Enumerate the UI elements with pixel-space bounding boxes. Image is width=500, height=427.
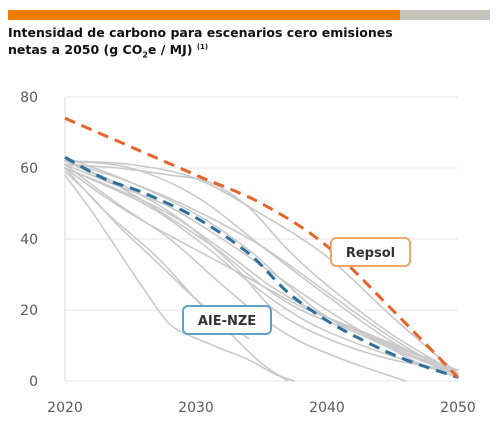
aie-nze-line (64, 155, 459, 379)
scenario-line-1 (64, 160, 459, 375)
chart-title-line2-unit: e / MJ) (147, 42, 193, 58)
header-accent-grey (400, 10, 490, 20)
scenario-line-9 (64, 167, 459, 375)
aie-nze-annotation-label: AIE-NZE (198, 314, 256, 329)
y-tick-label-60: 60 (20, 161, 38, 177)
scenario-line-14 (64, 174, 197, 340)
chart-title-subscript: 2 (142, 50, 148, 60)
y-tick-label-80: 80 (20, 90, 38, 106)
chart-title-footnote: (1) (196, 43, 209, 51)
chart-title-line2-text: netas a 2050 (g CO (8, 42, 143, 58)
x-tick-label-2040: 2040 (309, 400, 345, 416)
y-tick-label-20: 20 (20, 303, 38, 319)
header-accent-orange (8, 10, 400, 20)
header-accent-bar (8, 10, 490, 20)
scenario-line-16 (64, 160, 459, 375)
scenario-line-11 (64, 163, 407, 382)
x-tick-label-2020: 2020 (47, 400, 83, 416)
chart-title-line2: netas a 2050 (g CO2e / MJ) (1) (8, 40, 478, 63)
x-tick-label-2050: 2050 (440, 400, 476, 416)
x-tick-label-2030: 2030 (178, 400, 214, 416)
aie-nze-annotation-box (182, 305, 272, 335)
repsol-annotation-label: Repsol (346, 246, 395, 261)
repsol-line (64, 116, 460, 379)
scenario-line-4 (64, 167, 459, 372)
repsol-annotation-box (330, 237, 411, 267)
scenario-line-10 (64, 160, 459, 372)
y-tick-label-0: 0 (29, 374, 38, 390)
scenario-line-6 (64, 167, 459, 372)
y-tick-label-40: 40 (20, 232, 38, 248)
chart-title: Intensidad de carbono para escenarios ce… (8, 26, 478, 63)
scenario-line-8 (64, 163, 459, 379)
scenario-line-15 (195, 337, 296, 382)
chart-title-line1: Intensidad de carbono para escenarios ce… (8, 25, 393, 40)
